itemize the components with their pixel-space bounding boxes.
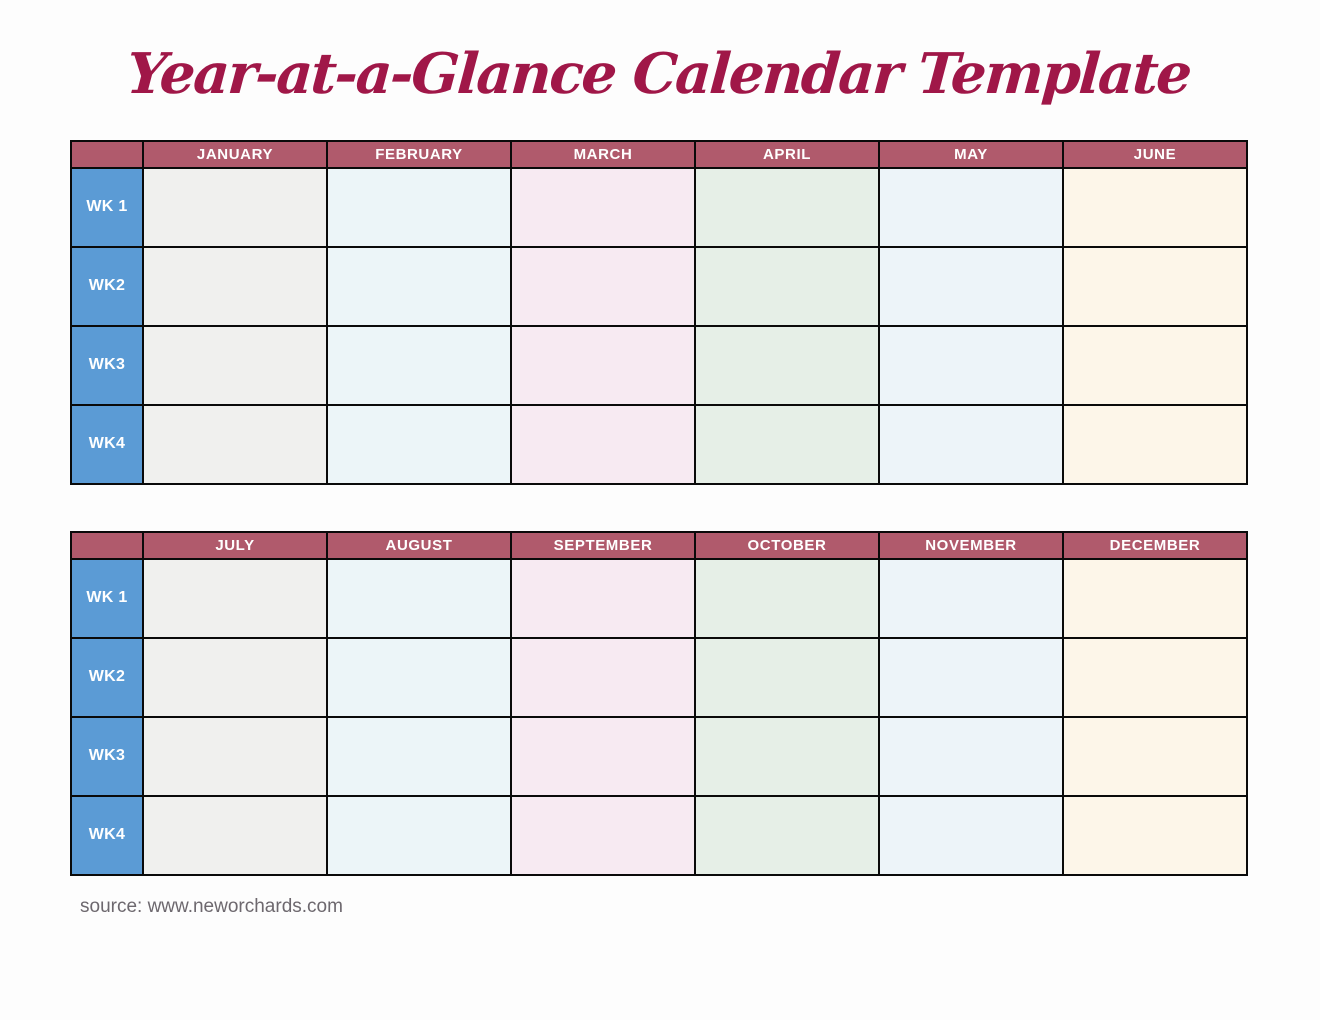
cell-december-wk1[interactable]: [1062, 557, 1248, 639]
cell-july-wk4[interactable]: [142, 794, 328, 876]
cell-august-wk2[interactable]: [326, 636, 512, 718]
week-row-1: WK 1: [70, 166, 1248, 248]
cell-october-wk2[interactable]: [694, 636, 880, 718]
month-header-row: JANUARY FEBRUARY MARCH APRIL MAY JUNE: [70, 139, 1248, 169]
cell-july-wk3[interactable]: [142, 715, 328, 797]
week-row-4: WK4: [70, 794, 1248, 876]
month-header-november: NOVEMBER: [878, 530, 1064, 560]
cell-february-wk2[interactable]: [326, 245, 512, 327]
month-header-december: DECEMBER: [1062, 530, 1248, 560]
cell-april-wk4[interactable]: [694, 403, 880, 485]
week-label-wk4: WK4: [70, 794, 144, 876]
month-header-september: SEPTEMBER: [510, 530, 696, 560]
cell-april-wk2[interactable]: [694, 245, 880, 327]
month-header-february: FEBRUARY: [326, 139, 512, 169]
month-header-july: JULY: [142, 530, 328, 560]
cell-september-wk3[interactable]: [510, 715, 696, 797]
cell-august-wk1[interactable]: [326, 557, 512, 639]
month-header-january: JANUARY: [142, 139, 328, 169]
cell-may-wk1[interactable]: [878, 166, 1064, 248]
cell-november-wk4[interactable]: [878, 794, 1064, 876]
cell-july-wk1[interactable]: [142, 557, 328, 639]
week-row-3: WK3: [70, 715, 1248, 797]
cell-june-wk1[interactable]: [1062, 166, 1248, 248]
cell-october-wk1[interactable]: [694, 557, 880, 639]
month-header-october: OCTOBER: [694, 530, 880, 560]
cell-november-wk2[interactable]: [878, 636, 1064, 718]
cell-december-wk4[interactable]: [1062, 794, 1248, 876]
cell-september-wk2[interactable]: [510, 636, 696, 718]
cell-june-wk2[interactable]: [1062, 245, 1248, 327]
cell-november-wk3[interactable]: [878, 715, 1064, 797]
cell-february-wk1[interactable]: [326, 166, 512, 248]
cell-may-wk4[interactable]: [878, 403, 1064, 485]
cell-december-wk2[interactable]: [1062, 636, 1248, 718]
cell-may-wk3[interactable]: [878, 324, 1064, 406]
week-row-3: WK3: [70, 324, 1248, 406]
cell-january-wk4[interactable]: [142, 403, 328, 485]
week-label-wk2: WK2: [70, 636, 144, 718]
cell-august-wk3[interactable]: [326, 715, 512, 797]
week-label-wk4: WK4: [70, 403, 144, 485]
week-row-2: WK2: [70, 245, 1248, 327]
page-title: Year-at-a-Glance Calendar Template: [124, 41, 1193, 107]
month-header-april: APRIL: [694, 139, 880, 169]
cell-march-wk2[interactable]: [510, 245, 696, 327]
week-row-2: WK2: [70, 636, 1248, 718]
cell-april-wk1[interactable]: [694, 166, 880, 248]
corner-cell: [70, 530, 144, 560]
week-label-wk1: WK 1: [70, 557, 144, 639]
cell-october-wk4[interactable]: [694, 794, 880, 876]
week-row-1: WK 1: [70, 557, 1248, 639]
calendar-table-jan-jun: JANUARY FEBRUARY MARCH APRIL MAY JUNE WK…: [70, 139, 1248, 485]
week-label-wk1: WK 1: [70, 166, 144, 248]
week-label-wk2: WK2: [70, 245, 144, 327]
cell-may-wk2[interactable]: [878, 245, 1064, 327]
cell-november-wk1[interactable]: [878, 557, 1064, 639]
month-header-august: AUGUST: [326, 530, 512, 560]
cell-october-wk3[interactable]: [694, 715, 880, 797]
month-header-row: JULY AUGUST SEPTEMBER OCTOBER NOVEMBER D…: [70, 530, 1248, 560]
week-label-wk3: WK3: [70, 715, 144, 797]
month-header-june: JUNE: [1062, 139, 1248, 169]
calendar-table-jul-dec: JULY AUGUST SEPTEMBER OCTOBER NOVEMBER D…: [70, 530, 1248, 876]
month-header-march: MARCH: [510, 139, 696, 169]
cell-august-wk4[interactable]: [326, 794, 512, 876]
cell-february-wk4[interactable]: [326, 403, 512, 485]
cell-march-wk3[interactable]: [510, 324, 696, 406]
cell-january-wk3[interactable]: [142, 324, 328, 406]
cell-january-wk1[interactable]: [142, 166, 328, 248]
cell-december-wk3[interactable]: [1062, 715, 1248, 797]
cell-march-wk4[interactable]: [510, 403, 696, 485]
month-header-may: MAY: [878, 139, 1064, 169]
source-attribution: source: www.neworchards.com: [80, 895, 343, 917]
cell-february-wk3[interactable]: [326, 324, 512, 406]
cell-september-wk4[interactable]: [510, 794, 696, 876]
cell-march-wk1[interactable]: [510, 166, 696, 248]
cell-january-wk2[interactable]: [142, 245, 328, 327]
cell-june-wk3[interactable]: [1062, 324, 1248, 406]
cell-april-wk3[interactable]: [694, 324, 880, 406]
corner-cell: [70, 139, 144, 169]
cell-july-wk2[interactable]: [142, 636, 328, 718]
week-label-wk3: WK3: [70, 324, 144, 406]
week-row-4: WK4: [70, 403, 1248, 485]
cell-june-wk4[interactable]: [1062, 403, 1248, 485]
cell-september-wk1[interactable]: [510, 557, 696, 639]
